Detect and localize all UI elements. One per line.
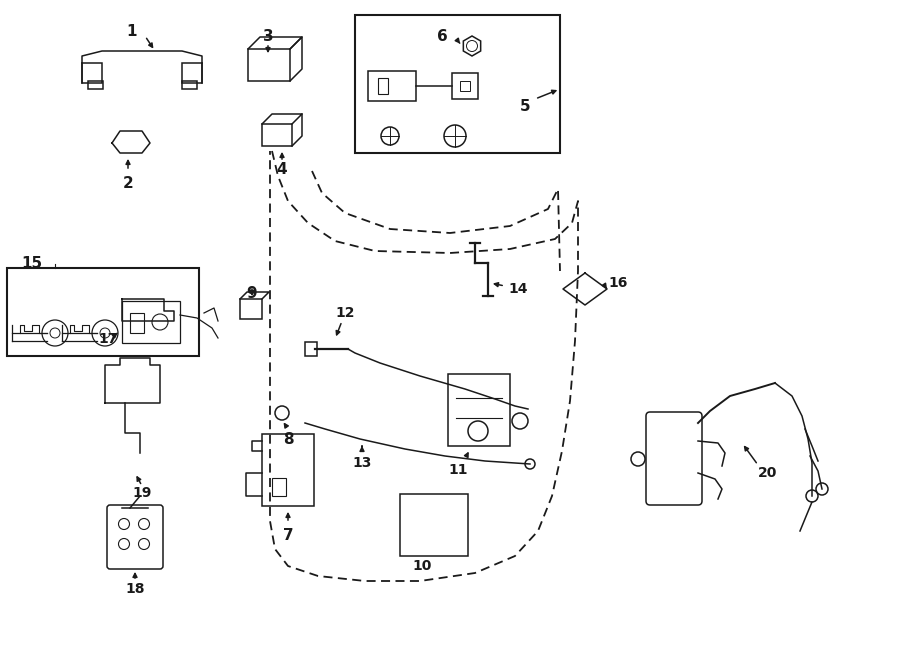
Bar	[122, 301, 180, 343]
Bar	[355, 15, 560, 153]
Text: 8: 8	[283, 432, 293, 446]
Bar	[248, 49, 290, 81]
Bar	[262, 434, 314, 506]
Text: 2: 2	[122, 176, 133, 190]
Bar	[7, 268, 199, 356]
Text: 13: 13	[352, 456, 372, 470]
Bar	[182, 63, 202, 83]
Text: 18: 18	[125, 582, 145, 596]
Bar	[378, 78, 388, 94]
Bar	[262, 124, 292, 146]
Text: 15: 15	[22, 256, 42, 270]
Text: 16: 16	[608, 276, 627, 290]
Text: 14: 14	[508, 282, 527, 296]
Bar	[452, 73, 478, 99]
Text: 5: 5	[519, 98, 530, 114]
Text: 10: 10	[412, 559, 432, 573]
Bar	[182, 81, 197, 89]
Text: 1: 1	[127, 24, 137, 38]
Bar	[272, 478, 286, 496]
Text: 11: 11	[448, 463, 468, 477]
Bar	[82, 63, 102, 83]
Bar	[130, 313, 144, 333]
Bar	[400, 494, 468, 556]
Text: 6: 6	[436, 28, 447, 44]
Bar	[448, 374, 510, 446]
Bar	[305, 342, 317, 356]
Text: 4: 4	[276, 161, 287, 176]
Text: 12: 12	[335, 306, 355, 320]
Bar	[460, 81, 470, 91]
Text: 20: 20	[758, 466, 778, 480]
Bar	[240, 299, 262, 319]
Bar	[368, 71, 416, 101]
Text: 7: 7	[283, 529, 293, 543]
Bar	[88, 81, 103, 89]
Text: 3: 3	[263, 28, 274, 44]
Text: 9: 9	[247, 286, 257, 301]
Text: 17: 17	[98, 332, 118, 346]
Text: 19: 19	[132, 486, 152, 500]
